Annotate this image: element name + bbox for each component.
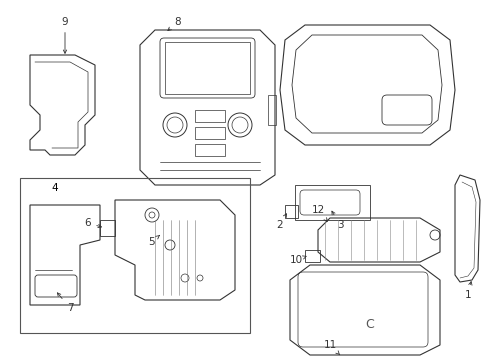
Bar	[268, 95, 276, 125]
Bar	[195, 110, 225, 122]
Text: 1: 1	[465, 282, 472, 300]
Text: 3: 3	[332, 211, 343, 230]
Text: 9: 9	[62, 17, 68, 53]
Text: 5: 5	[148, 235, 160, 247]
Text: 6: 6	[85, 218, 101, 228]
Text: C: C	[366, 319, 374, 332]
Text: 7: 7	[57, 293, 74, 313]
Bar	[195, 144, 225, 156]
Text: 8: 8	[168, 17, 181, 31]
Bar	[195, 127, 225, 139]
Text: 2: 2	[277, 214, 287, 230]
Text: 4: 4	[51, 183, 58, 193]
Bar	[20, 178, 250, 333]
Text: 10: 10	[290, 255, 306, 265]
Bar	[165, 42, 250, 94]
Text: 11: 11	[323, 340, 340, 355]
Text: 12: 12	[311, 205, 327, 221]
